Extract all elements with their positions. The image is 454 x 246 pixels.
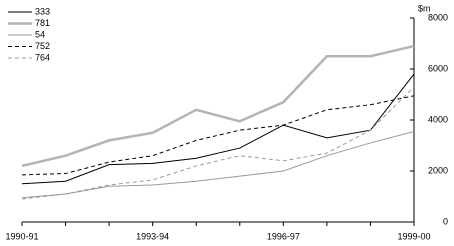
legend-label: 764	[35, 52, 50, 62]
series-line	[21, 130, 415, 199]
y-tick-label: 2000	[428, 165, 448, 175]
x-tick-label: 1990-91	[5, 231, 38, 241]
x-tick-label: 1993-94	[136, 231, 169, 241]
series-line	[21, 44, 415, 168]
y-tick-label: 8000	[428, 12, 448, 22]
y-tick-label: 0	[443, 216, 448, 226]
series-line	[21, 86, 415, 200]
series-line	[21, 73, 415, 185]
y-tick-label: 4000	[428, 114, 448, 124]
x-tick-label: 1999-00	[397, 231, 430, 241]
legend-label: 54	[35, 29, 45, 39]
legend-label: 333	[35, 6, 50, 16]
y-axis-label: $m	[418, 3, 431, 13]
y-tick-label: 6000	[428, 63, 448, 73]
legend-label: 752	[35, 41, 50, 51]
x-tick-label: 1996-97	[267, 231, 300, 241]
series-line	[21, 95, 415, 176]
legend-label: 781	[35, 18, 50, 28]
